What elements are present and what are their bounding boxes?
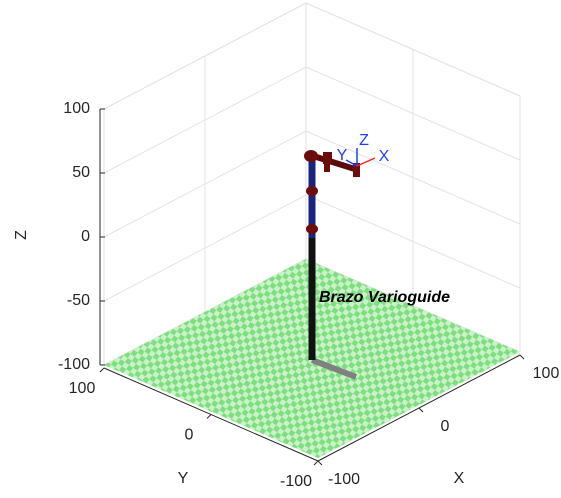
annotation: Brazo Varioguide xyxy=(319,289,450,306)
joint xyxy=(323,152,332,164)
robot: Z Y X xyxy=(304,132,390,380)
x-tick xyxy=(519,354,525,360)
x-tick xyxy=(418,407,424,413)
y-tick xyxy=(313,460,319,466)
x-tick-label: 100 xyxy=(533,365,560,382)
x-axis-label: X xyxy=(454,470,465,487)
y-axis-label: Y xyxy=(178,470,189,487)
frame-label: Z xyxy=(359,132,369,149)
joint xyxy=(324,160,330,172)
z-tick-label: 50 xyxy=(72,164,90,181)
z-tick-label: -50 xyxy=(67,292,90,309)
frame-label: X xyxy=(379,148,390,165)
x-tick-label: 0 xyxy=(441,418,450,435)
z-tick-label: 0 xyxy=(81,228,90,245)
z-axis-label: Z xyxy=(13,230,30,240)
frame-label: Y xyxy=(337,147,348,164)
top-link xyxy=(309,152,359,173)
y-tick-label: 100 xyxy=(69,380,96,397)
y-tick xyxy=(206,414,212,419)
x-tick-label: -100 xyxy=(328,471,360,488)
base-link xyxy=(310,357,358,380)
z-tick-label: 100 xyxy=(63,100,90,117)
z-tick-label: -100 xyxy=(58,356,90,373)
y-tick-label: 0 xyxy=(185,427,194,444)
frame-x-axis xyxy=(356,157,376,167)
walls xyxy=(103,2,521,366)
frame-y-axis xyxy=(345,159,358,167)
joint xyxy=(304,150,318,162)
y-tick xyxy=(99,367,105,373)
x-tick xyxy=(317,460,323,466)
joint xyxy=(306,186,318,196)
y-tick-label: -100 xyxy=(280,473,312,490)
joint xyxy=(306,224,318,234)
end-effector xyxy=(353,163,360,177)
